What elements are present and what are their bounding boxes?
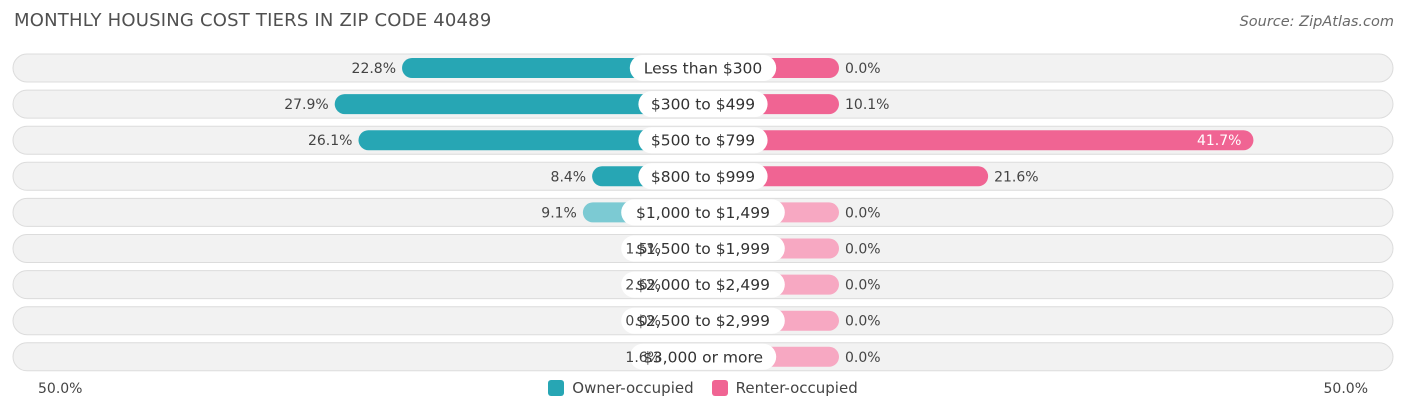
category-label-pill <box>621 199 785 226</box>
category-label: $500 to $799 <box>651 132 755 150</box>
category-label: $1,000 to $1,499 <box>636 204 770 222</box>
owner-value-label: 26.1% <box>308 133 352 149</box>
category-label-pill <box>629 55 777 81</box>
category-label-pill <box>621 307 785 334</box>
renter-value-label: 0.0% <box>845 61 881 77</box>
category-label-pill <box>638 127 768 154</box>
category-label: $1,500 to $1,999 <box>636 240 770 258</box>
renter-value-label: 41.7% <box>1197 133 1241 149</box>
axis-right-label: 50.0% <box>1323 381 1368 397</box>
legend-item-owner: Owner-occupied <box>548 379 694 397</box>
renter-value-label: 0.0% <box>845 278 881 294</box>
legend-swatch-renter <box>711 380 728 396</box>
owner-bar <box>334 94 703 115</box>
owner-bar <box>358 130 703 151</box>
legend-label-owner: Owner-occupied <box>572 379 694 397</box>
category-label-pill <box>621 235 785 262</box>
source-label: Source: ZipAtlas.com <box>1239 14 1394 30</box>
renter-bar <box>703 166 989 187</box>
owner-value-label: 22.8% <box>352 61 396 77</box>
category-label-pill <box>621 271 785 298</box>
renter-bar <box>703 130 1254 151</box>
category-label: $2,000 to $2,499 <box>636 276 770 294</box>
category-label: $300 to $499 <box>651 96 755 114</box>
owner-value-label: 9.1% <box>541 205 577 221</box>
renter-value-label: 0.0% <box>845 314 881 330</box>
owner-value-label: 2.6% <box>625 278 661 294</box>
renter-value-label: 21.6% <box>994 169 1038 185</box>
owner-value-label: 8.4% <box>551 169 587 185</box>
axis-left-label: 50.0% <box>38 381 83 397</box>
category-label-pill <box>629 343 777 370</box>
category-label-pill <box>638 91 768 118</box>
owner-value-label: 1.6% <box>625 350 661 366</box>
owner-bar <box>402 58 703 78</box>
legend-item-renter: Renter-occupied <box>711 379 858 397</box>
legend-label-renter: Renter-occupied <box>735 379 858 397</box>
owner-value-label: 0.0% <box>625 314 661 330</box>
legend-swatch-owner <box>548 380 565 396</box>
owner-value-label: 27.9% <box>284 97 328 113</box>
chart-title: MONTHLY HOUSING COST TIERS IN ZIP CODE 4… <box>14 10 492 31</box>
owner-value-label: 1.5% <box>625 242 661 258</box>
category-label: Less than $300 <box>644 60 763 78</box>
renter-value-label: 0.0% <box>845 242 881 258</box>
category-label-pill <box>638 163 768 190</box>
category-label: $800 to $999 <box>651 168 755 186</box>
category-label: $3,000 or more <box>643 348 763 366</box>
renter-value-label: 0.0% <box>845 350 881 366</box>
category-label: $2,500 to $2,999 <box>636 312 770 330</box>
renter-value-label: 10.1% <box>845 97 889 113</box>
renter-value-label: 0.0% <box>845 205 881 221</box>
chart-legend: Owner-occupied Renter-occupied <box>0 379 1406 397</box>
